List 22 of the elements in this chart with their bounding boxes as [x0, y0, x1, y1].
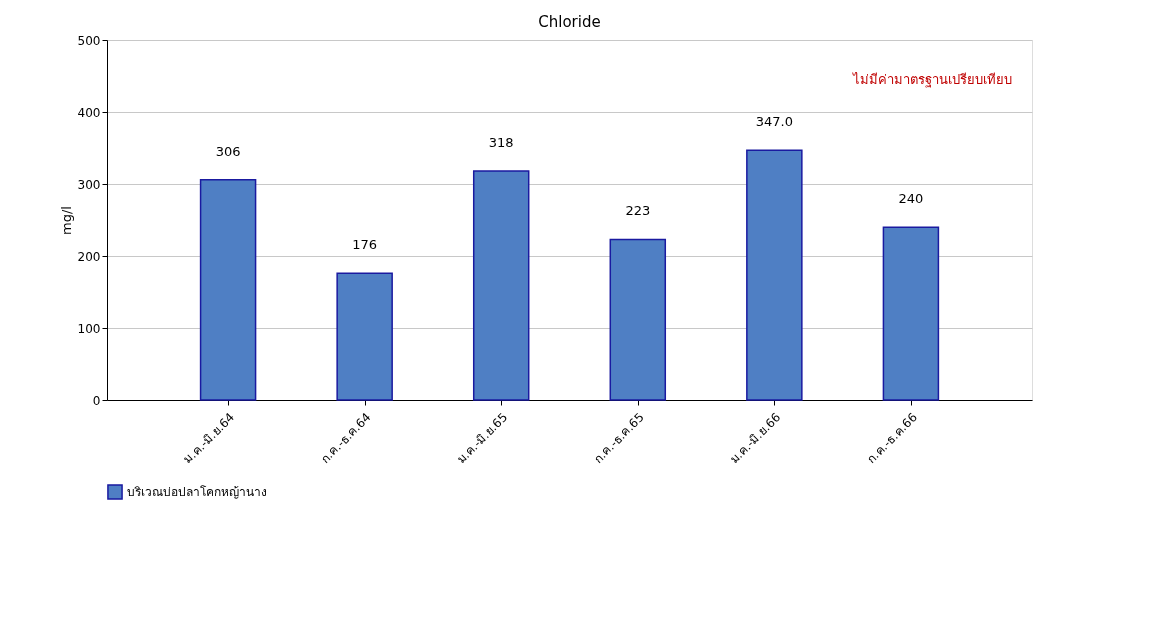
legend-label: บริเวณบ่อปลาโคกหญ้านาง [127, 485, 267, 499]
bar [336, 272, 393, 401]
bar [199, 178, 257, 401]
y-tick-label: 300 [77, 177, 101, 192]
y-tick-label: 500 [77, 33, 101, 48]
data-label: 223 [625, 203, 651, 219]
data-label: 240 [898, 191, 924, 207]
y-axis-title: mg/l [58, 206, 74, 235]
data-label: 318 [488, 135, 514, 151]
annotation: ไม่มีค่ามาตรฐานเปรียบเทียบ [852, 72, 1012, 88]
y-tick-label: 0 [92, 393, 101, 408]
y-tick-label: 100 [77, 321, 101, 336]
data-label: 347.0 [755, 114, 793, 130]
bar [609, 238, 667, 401]
bar [472, 170, 530, 401]
bar [882, 226, 940, 401]
bar [746, 149, 803, 401]
data-label: 306 [215, 143, 241, 159]
y-tick-label: 400 [77, 105, 101, 120]
chart-title: Chloride [538, 13, 601, 31]
data-label: 176 [352, 237, 378, 253]
y-tick-label: 200 [77, 249, 101, 264]
